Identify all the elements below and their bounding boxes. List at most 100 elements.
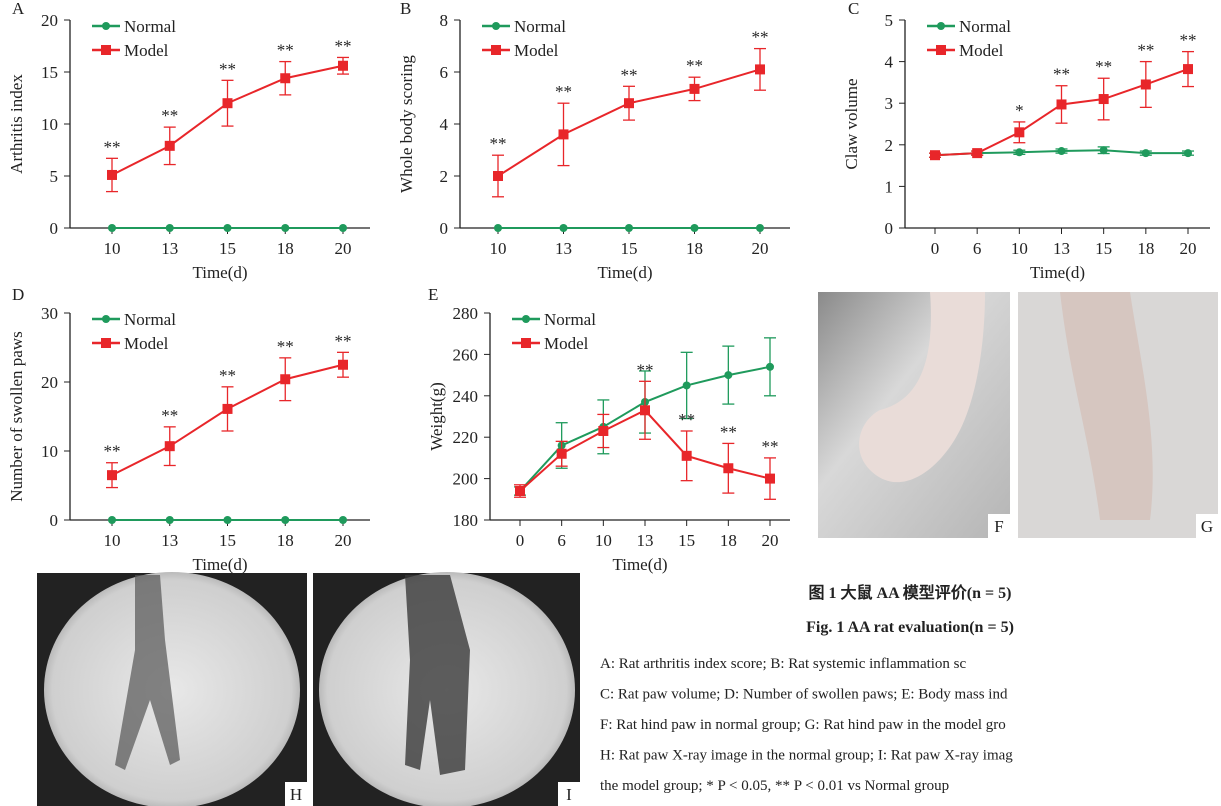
marker xyxy=(723,463,733,473)
photo-f xyxy=(818,292,1010,538)
marker xyxy=(494,224,502,232)
photo-g xyxy=(1018,292,1218,538)
marker xyxy=(598,426,608,436)
x-tick-label: 18 xyxy=(1137,239,1154,258)
figure: 图 1 大鼠 AA 模型评价(n = 5) Fig. 1 AA rat eval… xyxy=(0,0,1221,806)
xray-h xyxy=(37,572,307,806)
x-tick-label: 10 xyxy=(1011,239,1028,258)
significance: ** xyxy=(1137,41,1154,60)
y-axis-label: Number of swollen paws xyxy=(7,331,26,501)
legend-label: Normal xyxy=(544,310,596,329)
marker xyxy=(338,61,348,71)
x-tick-label: 6 xyxy=(973,239,982,258)
marker xyxy=(691,224,699,232)
significance: ** xyxy=(720,422,737,441)
legend-marker xyxy=(521,338,531,348)
y-tick-label: 280 xyxy=(453,304,479,323)
significance: ** xyxy=(686,56,703,75)
marker xyxy=(339,224,347,232)
marker xyxy=(107,170,117,180)
y-tick-label: 240 xyxy=(453,387,479,406)
legend-label: Model xyxy=(124,41,169,60)
x-tick-label: 6 xyxy=(557,531,566,550)
legend-label: Model xyxy=(959,41,1004,60)
marker xyxy=(166,224,174,232)
marker xyxy=(515,486,525,496)
y-tick-label: 0 xyxy=(50,511,59,530)
marker xyxy=(624,98,634,108)
marker xyxy=(972,148,982,158)
x-axis-label: Time(d) xyxy=(1030,263,1085,282)
marker xyxy=(930,150,940,160)
caption-zh: 图 1 大鼠 AA 模型评价(n = 5) xyxy=(809,583,1012,602)
significance: ** xyxy=(219,366,236,385)
marker xyxy=(766,363,774,371)
y-tick-label: 30 xyxy=(41,304,58,323)
x-tick-label: 15 xyxy=(1095,239,1112,258)
legend-marker xyxy=(102,315,110,323)
legend-marker xyxy=(522,315,530,323)
y-tick-label: 200 xyxy=(453,470,479,489)
x-tick-label: 0 xyxy=(931,239,940,258)
legend-marker xyxy=(101,338,111,348)
x-tick-label: 18 xyxy=(720,531,737,550)
marker xyxy=(756,224,764,232)
marker xyxy=(165,141,175,151)
marker xyxy=(280,73,290,83)
x-tick-label: 20 xyxy=(335,239,352,258)
legend-label: Model xyxy=(514,41,559,60)
x-tick-label: 15 xyxy=(621,239,638,258)
y-tick-label: 4 xyxy=(440,115,449,134)
marker xyxy=(338,360,348,370)
legend-marker xyxy=(936,45,946,55)
y-tick-label: 20 xyxy=(41,11,58,30)
photo-label: F xyxy=(994,517,1003,536)
x-tick-label: 20 xyxy=(752,239,769,258)
marker xyxy=(557,449,567,459)
y-tick-label: 15 xyxy=(41,63,58,82)
y-tick-label: 6 xyxy=(440,63,449,82)
x-tick-label: 10 xyxy=(490,239,507,258)
significance: ** xyxy=(104,442,121,461)
caption-line: the model group; * P < 0.05, ** P < 0.01… xyxy=(600,778,949,794)
series-line xyxy=(498,69,760,176)
photo-label: G xyxy=(1201,517,1213,536)
x-tick-label: 10 xyxy=(104,531,121,550)
x-tick-label: 18 xyxy=(277,531,294,550)
legend-label: Normal xyxy=(124,17,176,36)
legend-label: Normal xyxy=(124,310,176,329)
marker xyxy=(223,404,233,414)
marker xyxy=(559,129,569,139)
xray-i xyxy=(313,572,580,806)
x-axis-label: Time(d) xyxy=(192,555,247,574)
marker xyxy=(108,516,116,524)
marker xyxy=(281,224,289,232)
significance: ** xyxy=(1053,65,1070,84)
legend-label: Model xyxy=(124,334,169,353)
y-tick-label: 260 xyxy=(453,345,479,364)
marker xyxy=(755,64,765,74)
marker xyxy=(683,381,691,389)
marker xyxy=(1183,64,1193,74)
marker xyxy=(166,516,174,524)
x-tick-label: 10 xyxy=(595,531,612,550)
marker xyxy=(1141,79,1151,89)
panel-label: E xyxy=(428,285,438,304)
x-tick-label: 13 xyxy=(161,531,178,550)
marker xyxy=(1100,146,1108,154)
y-tick-label: 2 xyxy=(885,136,894,155)
x-tick-label: 18 xyxy=(686,239,703,258)
marker xyxy=(281,516,289,524)
legend-label: Normal xyxy=(959,17,1011,36)
significance: ** xyxy=(161,106,178,125)
y-axis-label: Weight(g) xyxy=(427,382,446,451)
marker xyxy=(765,474,775,484)
marker xyxy=(108,224,116,232)
y-tick-label: 1 xyxy=(885,177,894,196)
y-tick-label: 5 xyxy=(50,167,59,186)
x-tick-label: 10 xyxy=(104,239,121,258)
panel-label: D xyxy=(12,285,24,304)
x-tick-label: 20 xyxy=(335,531,352,550)
y-tick-label: 0 xyxy=(50,219,59,238)
x-tick-label: 15 xyxy=(219,531,236,550)
